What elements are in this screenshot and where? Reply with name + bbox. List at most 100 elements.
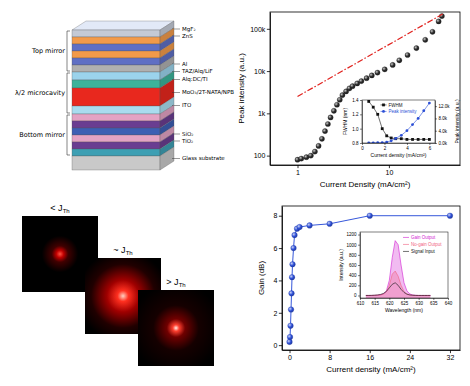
marker (350, 84, 355, 89)
leader-line (172, 92, 180, 93)
tick-mark (358, 295, 360, 296)
layer-front (72, 37, 160, 44)
beam-label-text: > J (166, 277, 178, 287)
y-axis-line (360, 233, 361, 299)
marker (385, 141, 388, 143)
marker (312, 149, 317, 154)
tick-label: 10 (385, 169, 393, 176)
tick-label: 4.0k (439, 129, 448, 134)
legend-label: Peak intensity (389, 109, 418, 114)
x-axis-tick: 0 (288, 350, 292, 361)
tick-mark (360, 143, 362, 144)
layer-front (72, 128, 160, 135)
y-axis-tick: 8 (273, 212, 282, 219)
x-axis-tick: 0 (361, 143, 364, 151)
y-axis-title: Peak intensity (a.u.) (237, 53, 246, 124)
tick-mark (419, 298, 420, 300)
legend-label: No-gain Output (411, 242, 442, 247)
marker (417, 138, 420, 141)
marker (400, 137, 403, 140)
tick-mark (375, 298, 376, 300)
tick-mark (358, 275, 360, 276)
tick-mark (358, 285, 360, 286)
tick-mark (358, 235, 360, 236)
marker (319, 136, 324, 141)
layer-label: ZnS (182, 33, 193, 39)
tick-label: 600 (349, 263, 357, 268)
y-axis-tick: 100 (254, 152, 270, 159)
tick-label: 8 (273, 212, 277, 219)
tick-label: 0 (288, 354, 292, 361)
marker (290, 261, 296, 267)
tick-label: 1.0 (352, 127, 359, 132)
series-area (366, 271, 431, 298)
legend-label: FWHM (389, 103, 403, 108)
marker (390, 62, 395, 67)
group-bracket (67, 73, 70, 113)
tick-mark (404, 298, 405, 300)
tick-mark (279, 216, 282, 217)
marker (322, 129, 327, 134)
tick-mark (267, 156, 270, 157)
tick-label: 1k (258, 110, 266, 117)
y-axis-tick: 10k (254, 68, 270, 75)
layer-front (72, 30, 160, 37)
series-line (298, 13, 444, 96)
y-axis-tick: 600 (349, 263, 360, 268)
x-axis-title: Wavelength (nm) (385, 307, 423, 313)
tick-mark (448, 298, 449, 300)
y2-axis-tick: 8.0k (435, 116, 448, 121)
layer-label: Al (182, 61, 188, 67)
y-axis-line (362, 101, 363, 144)
legend-swatch (381, 104, 387, 105)
x-axis-tick: 10 (385, 165, 393, 176)
beam-label-text: < J (50, 203, 62, 213)
leader-line (172, 158, 180, 159)
layer-front (72, 149, 160, 156)
tick-label: 4 (406, 146, 409, 151)
tick-label: 2 (273, 310, 277, 317)
series-line (369, 101, 430, 139)
layer-diagram: MgF₂ZnSAlTAZ/Alq/LiFAlq:DC/TIMoO₃/2T-NAT… (15, 21, 234, 170)
x-axis-tick: 610 (357, 298, 365, 306)
marker (375, 70, 380, 75)
tick-label: 0.0k (439, 141, 448, 146)
x-axis-tick: 2 (384, 143, 387, 151)
tick-label: 615 (371, 301, 379, 306)
marker (381, 141, 384, 143)
layer-label: MoO₃/2T-NATA/NPB (182, 89, 234, 95)
x-axis-tick: 8 (328, 350, 332, 361)
tick-mark (358, 265, 360, 266)
beam-label-subscript: Th (179, 282, 186, 288)
group-label: Top mirror (31, 47, 65, 55)
x-axis-title: Current density (mA/cm²) (371, 152, 427, 158)
legend-label: Gain Output (411, 235, 436, 240)
tick-label: 0 (273, 342, 277, 349)
marker (288, 323, 294, 329)
x-axis-tick: 32 (447, 350, 455, 361)
plot-marks (367, 100, 430, 143)
y-axis-line (270, 13, 271, 166)
y-axis-tick: 1.0 (352, 127, 362, 132)
chart: 02460.81.01.21.40.0k4.0k8.0k12.0kCurrent… (342, 98, 460, 158)
y2-axis-tick: 12.0k (435, 104, 450, 109)
inset-background (360, 232, 448, 298)
marker (381, 127, 384, 130)
layer-label: SiO₂ (182, 131, 194, 137)
marker (307, 223, 313, 229)
marker (400, 134, 403, 137)
series-line (369, 103, 430, 143)
marker (291, 245, 297, 251)
tick-label: 16 (366, 354, 374, 361)
plot-marks (287, 213, 453, 345)
legend: FWHMPeak intensity (381, 103, 418, 115)
marker (411, 123, 414, 126)
marker (428, 138, 431, 141)
y-axis-tick: 0 (354, 293, 360, 298)
layer-front (72, 156, 160, 170)
group-label: Bottom mirror (19, 131, 65, 139)
y-axis: 020040060080010001200 (346, 232, 360, 298)
tick-label: 800 (349, 253, 357, 258)
y-axis-tick: 800 (349, 253, 360, 258)
marker (367, 213, 373, 219)
